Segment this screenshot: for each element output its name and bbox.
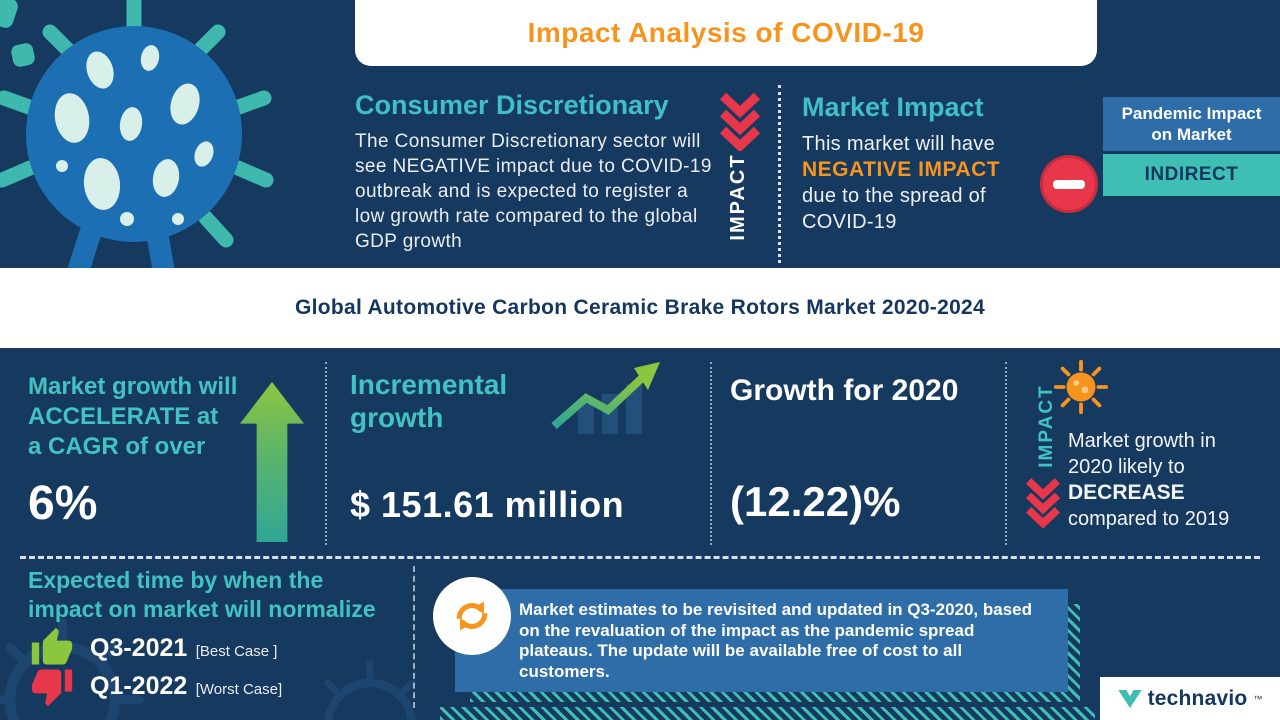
- market-impact-line2: due to the spread of: [802, 185, 986, 207]
- thumbs-up-icon: [31, 627, 73, 665]
- side-line3: compared to 2019: [1068, 508, 1230, 530]
- consumer-heading: Consumer Discretionary: [355, 90, 669, 120]
- pandemic-box-value: INDIRECT: [1103, 154, 1280, 196]
- side-bold: DECREASE: [1068, 481, 1185, 504]
- refresh-icon: [456, 601, 488, 631]
- note-box: Market estimates to be revisited and upd…: [455, 589, 1068, 692]
- best-case-quarter: Q3-2021: [90, 633, 188, 662]
- no-entry-icon: [1040, 155, 1098, 213]
- growth-2020-value: (12.22)%: [730, 478, 901, 525]
- chevrons-down-icon: [720, 93, 760, 151]
- thumbs-down-icon: [31, 669, 73, 707]
- best-case-row: Q3-2021 [Best Case ]: [30, 626, 277, 670]
- market-impact-heading: Market Impact: [802, 92, 984, 122]
- growth-2020-heading: Growth for 2020: [730, 374, 959, 407]
- market-title: Global Automotive Carbon Ceramic Brake R…: [294, 296, 986, 319]
- brand-name: technavio: [1147, 686, 1248, 710]
- market-impact-section: Market Impact This market will have NEGA…: [802, 92, 1042, 235]
- trend-chart-icon: [551, 362, 660, 434]
- incremental-line2: growth: [350, 402, 444, 433]
- consumer-discretionary-section: Consumer Discretionary The Consumer Disc…: [355, 90, 727, 254]
- growth-up-arrow-icon: [240, 382, 304, 542]
- dashed-vertical-divider: [413, 566, 415, 708]
- bottom-hatch-strip: [440, 707, 1095, 720]
- worst-case-quarter: Q1-2022: [90, 671, 188, 700]
- coronavirus-illustration-icon: [0, 0, 274, 295]
- ghost-virus-icon: [324, 659, 416, 720]
- consumer-body-text: The Consumer Discretionary sector will s…: [355, 131, 712, 252]
- chevrons-down-icon: [1026, 478, 1060, 528]
- dotted-divider: [778, 85, 781, 263]
- technavio-mark-icon: [1117, 689, 1142, 708]
- cagr-stat: Market growth will ACCELERATE at a CAGR …: [28, 372, 243, 531]
- cagr-line1: Market growth will: [28, 373, 238, 400]
- side-line1: Market growth in: [1068, 430, 1216, 452]
- worst-case-label: [Worst Case]: [195, 680, 283, 698]
- pandemic-impact-box: Pandemic Impact on Market INDIRECT: [1103, 97, 1280, 196]
- normalize-heading: Expected time by when the impact on mark…: [28, 566, 376, 624]
- cagr-line3: a CAGR of over: [28, 433, 206, 460]
- refresh-circle: [433, 577, 511, 655]
- page-title: Impact Analysis of COVID-19: [527, 17, 925, 48]
- market-impact-line1: This market will have: [802, 133, 996, 155]
- incremental-line1: Incremental: [350, 369, 508, 400]
- best-case-label: [Best Case ]: [195, 642, 278, 660]
- normalize-heading-line1: Expected time by when the: [28, 567, 324, 593]
- impact-side-text: Market growth in 2020 likely to DECREASE…: [1068, 428, 1280, 532]
- market-impact-line3: COVID-19: [802, 211, 897, 233]
- impact-vertical-label: IMPACT: [727, 153, 749, 241]
- market-impact-highlight: NEGATIVE IMPACT: [802, 158, 1001, 181]
- dashed-horizontal-divider: [20, 556, 1260, 559]
- brand-logo: technavio ™: [1100, 677, 1280, 720]
- incremental-growth-heading: Incremental growth: [350, 368, 560, 434]
- cagr-value: 6%: [28, 477, 98, 530]
- no-entry-bar: [1053, 179, 1085, 189]
- stats-divider: [325, 362, 327, 545]
- market-title-band: Global Automotive Carbon Ceramic Brake R…: [0, 268, 1280, 348]
- header-banner: Impact Analysis of COVID-19: [355, 0, 1097, 66]
- stats-divider: [710, 362, 712, 545]
- virus-orange-icon: [1053, 359, 1109, 415]
- normalize-heading-line2: impact on market will normalize: [28, 596, 376, 622]
- pandemic-box-header: Pandemic Impact on Market: [1103, 97, 1280, 151]
- cagr-line2: ACCELERATE at: [28, 403, 219, 430]
- side-line2: 2020 likely to: [1068, 456, 1185, 478]
- worst-case-row: Q1-2022 [Worst Case]: [30, 664, 282, 708]
- incremental-value: $ 151.61 million: [350, 484, 625, 525]
- stats-divider: [1005, 362, 1007, 545]
- trademark-symbol: ™: [1253, 693, 1263, 704]
